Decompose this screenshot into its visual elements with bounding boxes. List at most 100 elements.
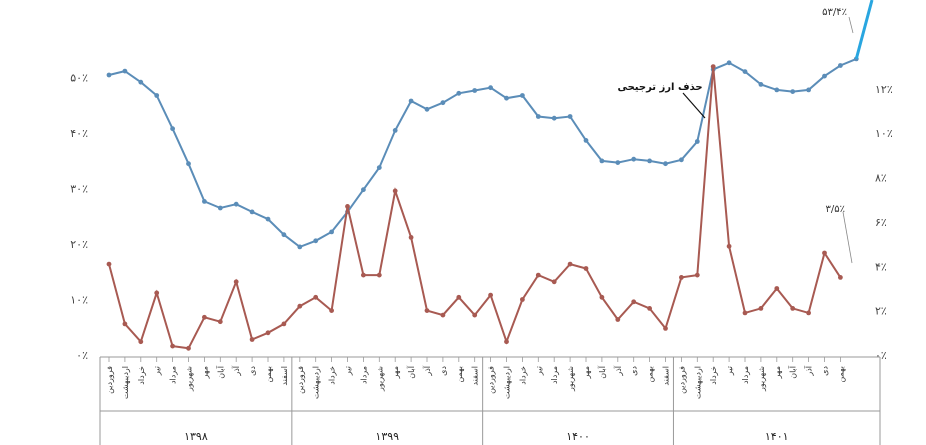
month-label: مهر — [582, 366, 591, 379]
series-left-point — [694, 139, 700, 144]
series-left-point — [392, 127, 398, 133]
annotations: حذف ارز ترجیحی ۵۳/۴٪ ۳/۵٪ — [617, 7, 854, 264]
month-label: مهر — [200, 366, 209, 379]
series-right-point — [233, 279, 239, 285]
series-right-point — [631, 299, 637, 305]
series-right-point — [838, 275, 843, 280]
month-label: آبان — [597, 365, 607, 379]
series-left-point — [122, 68, 128, 74]
series-left-point — [504, 95, 509, 101]
month-label: شهریور — [375, 366, 384, 392]
month-label: آذر — [231, 365, 241, 376]
series-right-point — [456, 294, 462, 300]
series-left-continuation — [854, 0, 874, 60]
series-left-point — [583, 138, 589, 143]
series-left-point — [599, 158, 605, 164]
month-label: مرداد — [550, 366, 559, 384]
month-label: فروردین — [677, 366, 686, 394]
series-right-point — [679, 275, 684, 280]
series-right-point — [376, 272, 382, 278]
month-label: دی — [630, 366, 639, 376]
series-left-point — [551, 115, 557, 121]
month-label: تیر — [153, 366, 162, 376]
left-tick-label: ۴۰٪ — [70, 127, 88, 140]
series-left-point — [838, 63, 843, 68]
series-left-point — [631, 156, 637, 162]
series-right-point — [217, 319, 223, 325]
series-right-point — [249, 337, 255, 342]
series-right-point — [790, 306, 796, 311]
month-label: تیر — [725, 366, 734, 376]
month-label: فروردین — [105, 366, 114, 394]
month-label: شهریور — [566, 366, 575, 392]
series-right-point — [822, 250, 827, 256]
month-label: مرداد — [169, 366, 178, 384]
series-left-point — [138, 79, 144, 85]
month-label: آذر — [804, 365, 814, 376]
series-left-point — [154, 93, 160, 98]
month-label: تیر — [344, 366, 353, 376]
series-left-point — [663, 161, 668, 167]
series-right-point — [710, 64, 716, 69]
month-label: خرداد — [709, 366, 718, 385]
series-right-point — [170, 343, 176, 349]
series-right-point — [535, 272, 541, 278]
year-label: ۱۴۰۰ — [566, 430, 590, 443]
series-left-point — [488, 85, 493, 91]
x-axis: فروردین اردیبهشت خرداد تیر مرداد شهریور مهر آبا… — [99, 356, 881, 445]
month-label: خرداد — [328, 366, 337, 385]
series-left-point — [472, 88, 478, 93]
right-axis: ۰٪ ۲٪ ۴٪ ۶٪ ۸٪ ۱۰٪ ۱۲٪ — [875, 83, 893, 362]
series-right-point — [345, 204, 350, 209]
series-left-point — [106, 72, 112, 78]
series-right-point — [694, 272, 700, 278]
series-right-point — [726, 243, 732, 249]
right-end-pointer — [842, 211, 853, 264]
series-left-point — [265, 216, 271, 222]
month-label: بهمن — [836, 366, 845, 383]
series-left-point — [456, 90, 462, 96]
series-left-point — [202, 199, 207, 204]
series-right-point — [186, 345, 191, 351]
month-label: بهمن — [264, 366, 273, 383]
right-tick-label: ۴٪ — [875, 260, 887, 273]
series-left-point — [758, 82, 764, 87]
month-label: بهمن — [646, 366, 655, 383]
month-label: دی — [439, 366, 448, 376]
series-left-point — [790, 89, 796, 94]
series-left — [106, 0, 874, 250]
series-right-point — [154, 290, 160, 296]
series-left-point — [567, 114, 573, 119]
left-tick-label: ۰٪ — [76, 349, 88, 362]
month-label: آذر — [422, 365, 432, 376]
series-left-point — [217, 205, 223, 211]
right-tick-label: ۱۲٪ — [875, 83, 893, 96]
left-end-label: ۵۳/۴٪ — [822, 7, 847, 18]
month-label: اردیبهشت — [503, 366, 512, 399]
month-label: اسفند — [471, 366, 480, 386]
series-left-point — [822, 73, 827, 79]
month-label: بهمن — [455, 366, 464, 383]
month-label: شهریور — [757, 366, 766, 392]
right-end-label: ۳/۵٪ — [826, 204, 845, 215]
series-left-point — [361, 187, 366, 193]
series-left-point — [281, 232, 287, 238]
month-label: اردیبهشت — [693, 366, 702, 399]
series-right-point — [472, 312, 478, 318]
event-pointer — [682, 92, 706, 119]
left-tick-label: ۵۰٪ — [70, 72, 88, 85]
series-left-point — [376, 165, 382, 171]
month-label: آبان — [788, 365, 798, 379]
month-label: اردیبهشت — [312, 366, 321, 399]
series-left-point — [647, 158, 652, 164]
year-label: ۱۳۹۸ — [184, 430, 208, 443]
series-right-point — [758, 306, 764, 311]
series-right-point — [647, 306, 652, 311]
series-left-point — [440, 100, 446, 106]
series-right-point — [265, 330, 271, 336]
series-right-point — [520, 297, 525, 302]
month-label: آبان — [406, 365, 416, 379]
series-right-point — [567, 261, 573, 267]
series-right-point — [488, 292, 493, 298]
